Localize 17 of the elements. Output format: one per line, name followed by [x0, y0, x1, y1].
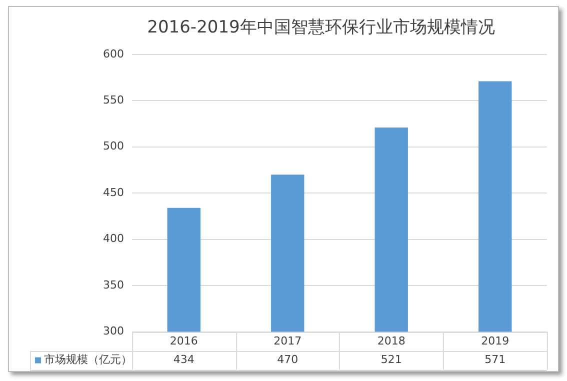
y-tick-label: 500 [102, 140, 124, 153]
y-tick-label: 350 [102, 278, 124, 292]
chart-title: 2016-2019年中国智慧环保行业市场规模情况 [147, 18, 495, 38]
data-label: 521 [380, 353, 402, 366]
x-tick-label: 2017 [274, 334, 302, 348]
data-label: 434 [173, 353, 194, 366]
data-label: 470 [277, 353, 298, 366]
y-tick-label: 300 [102, 324, 124, 338]
y-tick-label: 600 [102, 47, 124, 60]
data-label: 571 [484, 353, 506, 366]
y-tick-label: 550 [102, 93, 124, 106]
x-tick-label: 2019 [481, 334, 510, 348]
y-tick-label: 400 [102, 232, 124, 246]
legend-label: 市场规模（亿元） [44, 353, 132, 366]
x-tick-label: 2018 [377, 334, 406, 348]
y-tick-label: 450 [102, 186, 124, 199]
x-tick-label: 2016 [170, 334, 198, 348]
